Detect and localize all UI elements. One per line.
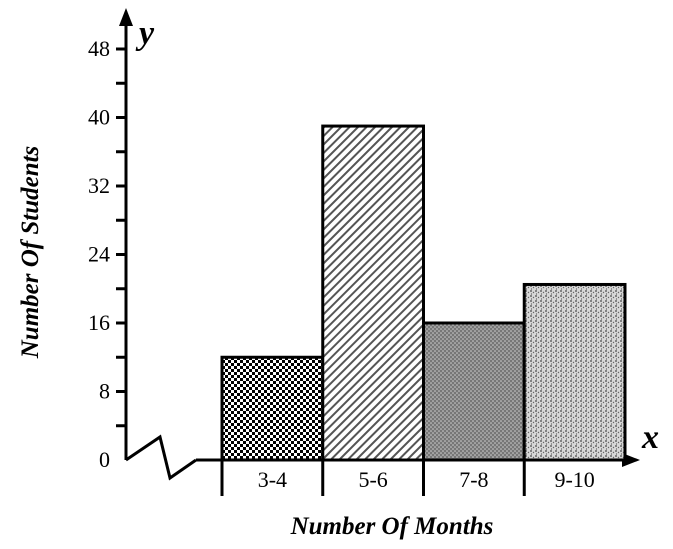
y-tick-label: 8: [99, 379, 110, 404]
y-tick-label: 0: [99, 447, 110, 472]
x-axis-title: Number Of Months: [290, 513, 494, 540]
y-axis-letter: y: [135, 15, 155, 52]
y-tick-label: 24: [88, 242, 110, 267]
bar-9-10: [522, 282, 627, 462]
bar-5-6: [321, 124, 425, 462]
y-tick-label: 16: [88, 310, 110, 335]
axis-break: [125, 434, 197, 481]
y-axis-title: Number Of Students: [17, 146, 44, 360]
y-axis-arrow: [119, 8, 133, 26]
x-axis-ticks: 3-4 5-6 7-8 9-10: [220, 460, 595, 496]
x-tick-label: 5-6: [358, 467, 387, 492]
bar-3-4: [220, 355, 325, 462]
x-tick-label: 7-8: [459, 467, 488, 492]
x-tick-label: 9-10: [554, 467, 594, 492]
x-tick-label: 3-4: [258, 467, 287, 492]
bars: [220, 124, 627, 462]
bar-7-8: [422, 321, 526, 462]
x-axis-letter: x: [641, 419, 659, 456]
y-axis-ticks: 0 8 16 24 32 40 48: [88, 36, 126, 472]
y-tick-label: 32: [88, 173, 110, 198]
y-tick-label: 40: [88, 105, 110, 130]
y-tick-label: 48: [88, 36, 110, 61]
